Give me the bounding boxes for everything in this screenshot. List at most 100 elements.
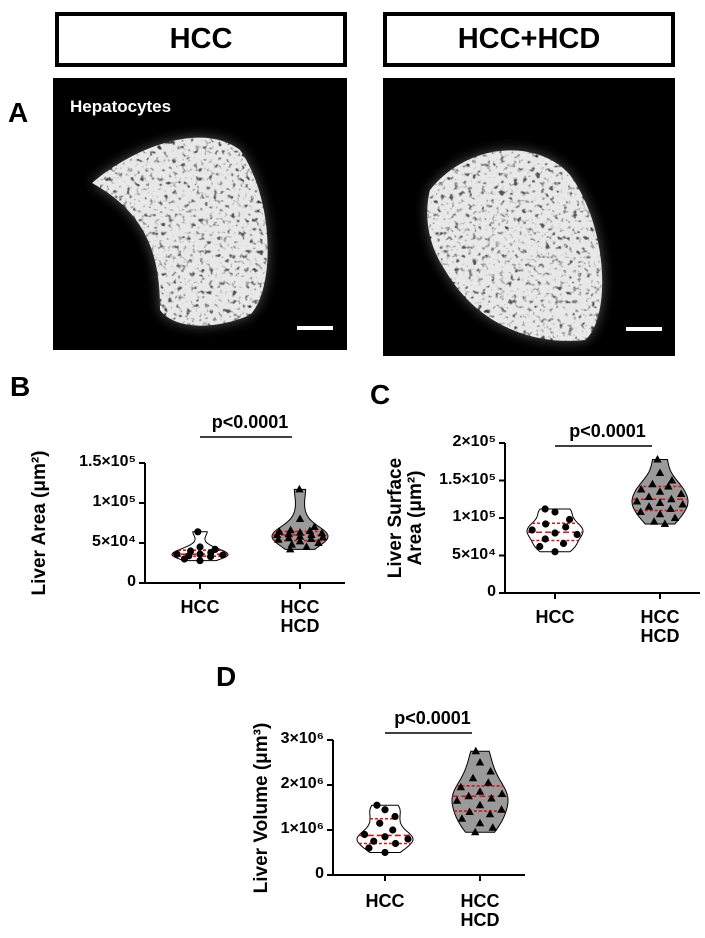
data-point xyxy=(194,528,202,536)
data-point xyxy=(655,487,665,495)
data-point xyxy=(475,800,485,809)
data-point xyxy=(653,455,662,463)
data-point xyxy=(206,553,215,561)
data-point xyxy=(551,508,559,516)
data-point xyxy=(655,498,665,506)
data-point xyxy=(286,544,295,553)
data-point xyxy=(173,550,181,558)
data-point xyxy=(488,823,497,831)
data-point xyxy=(471,746,480,755)
y-tick-label: 3×10⁶ xyxy=(280,729,324,747)
data-point xyxy=(196,557,204,565)
header: HCC+HCD xyxy=(457,23,601,55)
data-point xyxy=(465,807,474,815)
data-point xyxy=(456,782,466,791)
data-point xyxy=(559,539,568,548)
y-tick-label: 0 xyxy=(487,582,496,600)
data-point xyxy=(468,773,478,782)
data-point xyxy=(370,837,378,845)
data-point xyxy=(678,500,687,508)
data-point xyxy=(542,520,550,528)
p-value: p<0.0001 xyxy=(569,421,646,441)
data-point xyxy=(314,538,323,546)
data-point xyxy=(475,818,485,827)
data-point xyxy=(391,812,399,821)
panel-label: D xyxy=(216,661,237,692)
data-point xyxy=(196,550,204,558)
data-point xyxy=(274,535,283,543)
data-point xyxy=(373,801,381,809)
data-point xyxy=(528,526,536,534)
data-point xyxy=(457,814,467,822)
y-axis-label: Liver Surface Area (μm²) xyxy=(385,457,426,579)
data-point xyxy=(360,830,369,839)
x-tick-label: HCC HCD xyxy=(460,891,500,930)
data-point xyxy=(667,494,676,503)
header-box: HCC+HCD xyxy=(383,12,675,67)
data-point xyxy=(389,826,397,834)
data-point xyxy=(484,778,493,786)
data-point xyxy=(284,529,293,538)
data-point xyxy=(306,534,316,542)
data-point xyxy=(475,787,485,795)
data-point xyxy=(565,515,574,524)
panel-label: C xyxy=(370,379,391,410)
data-point xyxy=(302,542,311,550)
y-tick-label: 1.5×10⁵ xyxy=(439,470,496,488)
data-point xyxy=(677,489,686,497)
data-point xyxy=(295,532,305,540)
data-point xyxy=(475,758,485,766)
x-tick-label: HCC xyxy=(535,607,575,627)
y-tick-label: 2×10⁶ xyxy=(280,774,324,792)
p-value: p<0.0001 xyxy=(211,412,289,432)
y-tick-label: 1×10⁵ xyxy=(452,507,496,525)
y-tick-label: 1.5×10⁵ xyxy=(79,452,136,470)
data-point xyxy=(536,542,544,551)
header-box: HCC xyxy=(55,12,347,67)
data-point xyxy=(644,502,654,510)
data-point xyxy=(180,555,188,563)
data-point xyxy=(670,513,680,521)
x-tick-label: HCC HCD xyxy=(640,607,680,646)
data-point xyxy=(219,551,227,559)
data-point xyxy=(464,791,473,800)
liver-cells xyxy=(92,137,268,326)
data-point xyxy=(637,485,646,493)
x-tick-label: HCC xyxy=(180,597,220,617)
data-point xyxy=(295,536,305,545)
data-point xyxy=(666,504,675,512)
data-point xyxy=(272,530,282,538)
data-point xyxy=(551,548,559,556)
panel-label: B xyxy=(10,371,31,402)
header: HCC xyxy=(169,23,233,55)
data-point xyxy=(452,796,462,804)
data-point xyxy=(307,530,316,538)
data-point xyxy=(310,522,319,530)
data-point xyxy=(284,533,293,542)
data-point xyxy=(664,482,673,490)
y-axis-label: Liver Area (μm²) xyxy=(29,450,51,596)
p-value: p<0.0001 xyxy=(394,708,471,728)
y-tick-label: 2×10⁵ xyxy=(452,432,496,450)
data-point xyxy=(648,479,657,488)
data-point xyxy=(295,484,304,493)
data-point xyxy=(497,789,507,797)
data-point xyxy=(391,839,400,848)
data-point xyxy=(649,517,659,525)
data-point xyxy=(317,528,327,537)
x-tick-label: HCC xyxy=(365,891,405,911)
panel-label: A xyxy=(8,97,29,128)
data-point xyxy=(381,833,389,841)
data-point xyxy=(287,540,297,548)
data-point xyxy=(486,767,495,775)
y-tick-label: 1×10⁵ xyxy=(92,492,136,510)
data-point xyxy=(295,528,305,536)
data-point xyxy=(487,794,496,802)
image-label: Hepatocytes xyxy=(70,97,172,116)
data-point xyxy=(636,507,645,515)
y-tick-label: 5×10⁴ xyxy=(452,545,496,563)
data-point xyxy=(295,514,305,522)
data-point xyxy=(562,523,570,531)
data-point xyxy=(541,505,549,513)
